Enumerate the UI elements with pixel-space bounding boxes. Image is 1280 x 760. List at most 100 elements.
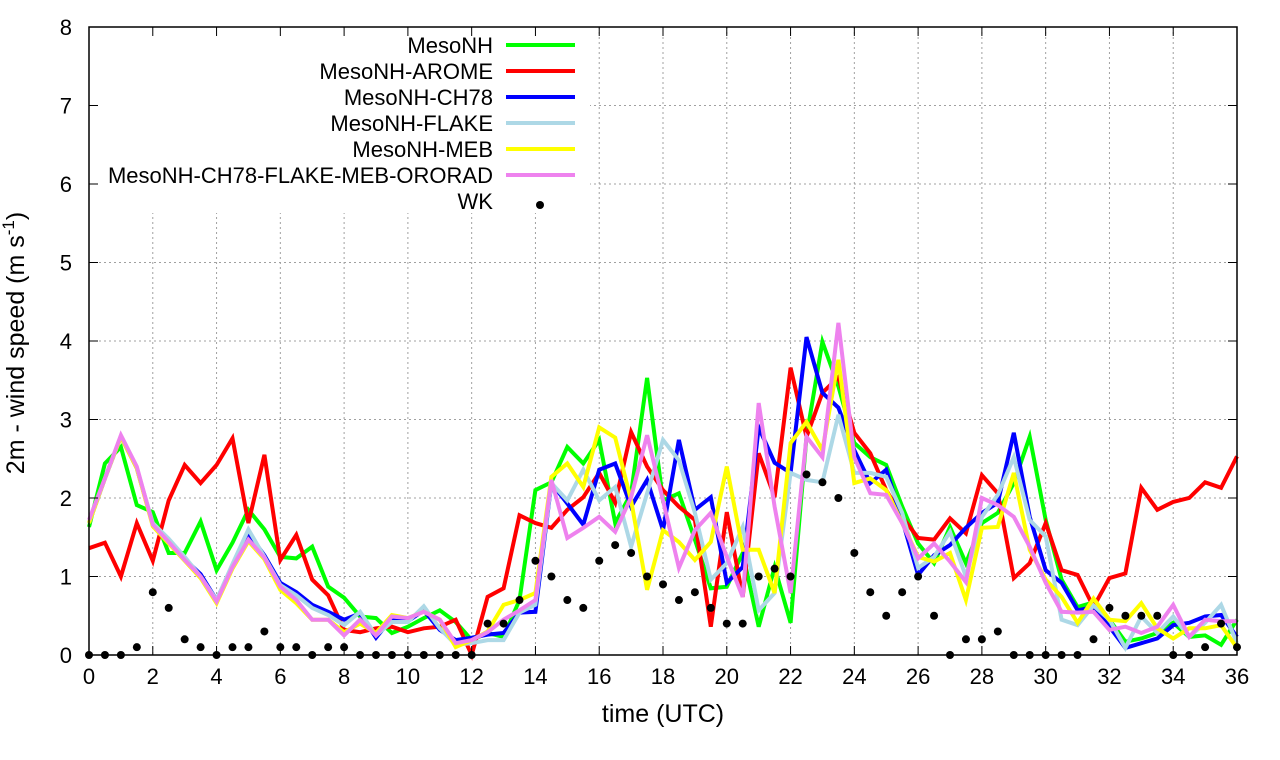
x-tick-label: 2 [147, 664, 159, 689]
x-tick-label: 0 [83, 664, 95, 689]
point-wk [770, 564, 779, 573]
point-wk [882, 611, 891, 620]
point-wk [531, 556, 540, 565]
point-wk [627, 548, 636, 557]
x-tick-label: 14 [523, 664, 547, 689]
point-wk [961, 635, 970, 644]
point-wk [930, 611, 939, 620]
y-tick-label: 1 [60, 565, 72, 590]
point-wk [132, 643, 141, 652]
y-tick-label: 2 [60, 486, 72, 511]
x-tick-label: 36 [1225, 664, 1249, 689]
y-tick-labels: 0 1 2 3 4 5 6 7 8 [60, 15, 72, 668]
x-tick-label: 16 [587, 664, 611, 689]
x-tick-label: 34 [1161, 664, 1185, 689]
y-tick-label: 6 [60, 172, 72, 197]
legend-label-mesonh-ch78: MesoNH-CH78 [344, 85, 493, 110]
y-tick-label: 3 [60, 408, 72, 433]
point-wk [292, 643, 301, 652]
legend-swatch-wk [536, 201, 544, 209]
legend-label-mesonh-flake: MesoNH-FLAKE [330, 111, 493, 136]
point-wk [164, 603, 173, 612]
series-line-mesonh-ch78-flake-meb-ororad [87, 322, 1237, 646]
point-wk [228, 643, 237, 652]
point-wk [1217, 619, 1226, 628]
legend-label-mesonh-ch78-flake-meb-ororad: MesoNH-CH78-FLAKE-MEB-ORORAD [108, 163, 493, 188]
point-wk [1137, 611, 1146, 620]
point-wk [659, 580, 667, 589]
y-tick-label: 7 [60, 94, 72, 119]
point-wk [786, 572, 795, 581]
observation-points [85, 470, 1241, 659]
point-wk [547, 572, 556, 581]
x-tick-label: 30 [1033, 664, 1057, 689]
legend-label-mesonh: MesoNH [407, 33, 493, 58]
series-lines [87, 322, 1239, 661]
y-tick-label: 0 [60, 643, 72, 668]
point-wk [148, 588, 157, 597]
point-wk [196, 643, 205, 652]
legend-label-mesonh-arome: MesoNH-AROME [319, 59, 493, 84]
y-axis-label: 2m - wind speed (m s-1) [0, 212, 30, 474]
point-wk [1105, 603, 1114, 612]
point-wk [914, 572, 923, 581]
x-tick-label: 10 [396, 664, 420, 689]
y-axis-label-close: ) [2, 212, 30, 220]
axis-ticks [88, 26, 1238, 656]
point-wk [1121, 611, 1130, 620]
x-axis-label: time (UTC) [602, 700, 724, 728]
x-tick-label: 6 [274, 664, 286, 689]
legend-label-wk: WK [458, 189, 494, 214]
point-wk [738, 619, 747, 628]
point-wk [515, 596, 524, 605]
point-wk [579, 603, 588, 612]
point-wk [706, 603, 715, 612]
x-tick-label: 28 [970, 664, 994, 689]
x-tick-label: 32 [1097, 664, 1121, 689]
x-tick-label: 26 [906, 664, 930, 689]
point-wk [595, 556, 604, 565]
x-tick-label: 4 [210, 664, 222, 689]
point-wk [898, 588, 907, 597]
point-wk [643, 572, 652, 581]
point-wk [818, 478, 827, 487]
x-tick-label: 22 [778, 664, 802, 689]
series-line-mesonh-arome [88, 367, 1239, 661]
point-wk [499, 619, 508, 628]
point-wk [866, 588, 875, 597]
point-wk [180, 635, 189, 644]
point-wk [674, 596, 683, 605]
y-tick-label: 4 [60, 329, 72, 354]
y-axis-label-main: 2m - wind speed (m s [2, 235, 30, 474]
point-wk [754, 572, 763, 581]
point-wk [850, 548, 859, 557]
legend-label-mesonh-meb: MesoNH-MEB [352, 137, 493, 162]
y-tick-label: 8 [60, 15, 72, 40]
point-wk [324, 643, 333, 652]
x-tick-label: 24 [842, 664, 866, 689]
x-tick-labels: 0 2 4 6 8 10 12 14 16 18 20 22 24 26 28 30 32 34 36 [83, 664, 1249, 689]
point-wk [611, 541, 620, 550]
point-wk [1201, 643, 1210, 652]
point-wk [722, 619, 731, 628]
point-wk [834, 494, 843, 502]
point-wk [977, 635, 986, 644]
point-wk [802, 470, 811, 479]
x-tick-label: 18 [651, 664, 675, 689]
point-wk [260, 627, 269, 636]
point-wk [1089, 635, 1098, 644]
point-wk [244, 643, 253, 652]
point-wk [483, 619, 492, 628]
y-tick-label: 5 [60, 251, 72, 276]
point-wk [1153, 611, 1162, 620]
point-wk [690, 588, 699, 597]
x-tick-label: 20 [715, 664, 739, 689]
point-wk [993, 627, 1002, 636]
legend-background [70, 28, 590, 213]
y-axis-label-superscript: -1 [0, 220, 18, 235]
x-tick-label: 12 [459, 664, 483, 689]
x-tick-label: 8 [338, 664, 350, 689]
point-wk [563, 596, 572, 605]
legend: MesoNHMesoNH-AROMEMesoNH-CH78MesoNH-FLAK… [108, 33, 575, 214]
